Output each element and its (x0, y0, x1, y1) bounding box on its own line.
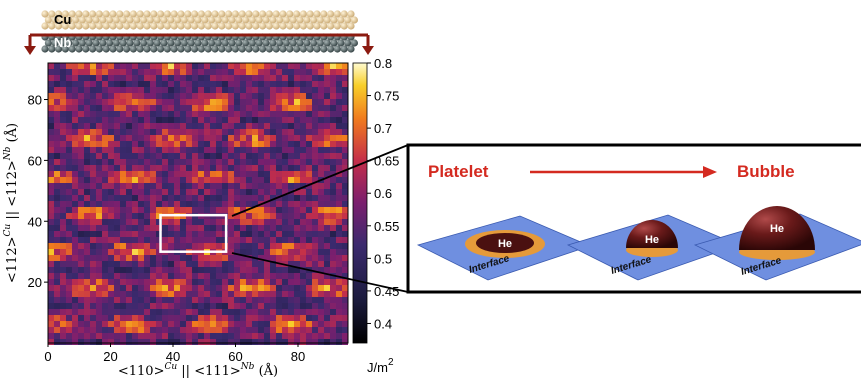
svg-text:He: He (770, 223, 784, 235)
cu-layer (41, 10, 358, 30)
colorbar-unit: J/m2 (367, 357, 394, 375)
colorbar-tick-label: 0.6 (374, 186, 392, 201)
colorbar-tick-label: 0.4 (374, 316, 392, 331)
interface-panel-platelet: He Interface (416, 215, 592, 281)
bubble-label: Bubble (737, 162, 795, 181)
zoom-line-bottom (231, 252, 409, 293)
x-tick-label: 60 (228, 349, 242, 364)
colorbar-tick-label: 0.45 (374, 284, 399, 299)
svg-text:<112>Cu || <112>Nb (Å): <112>Cu || <112>Nb (Å) (3, 123, 20, 283)
zoom-line-top (231, 144, 409, 217)
colorbar-tick-label: 0.7 (374, 121, 392, 136)
colorbar-tick-label: 0.75 (374, 89, 399, 104)
y-axis-label: <112>Cu || <112>Nb (Å) (3, 123, 20, 283)
colorbar-tick-label: 0.8 (374, 56, 392, 71)
cu-label: Cu (54, 12, 71, 27)
heatmap (47, 62, 349, 345)
atomic-layers: Cu Nb (24, 10, 374, 55)
x-axis-ticks: 0 20 40 60 80 (44, 343, 305, 364)
shear-arrow (24, 33, 374, 55)
interface-panel-large-bubble: He Interface (693, 206, 861, 281)
x-tick-label: 40 (166, 349, 180, 364)
y-tick-label: 20 (28, 275, 42, 290)
platelet-label: Platelet (428, 162, 489, 181)
highlight-box (159, 213, 228, 253)
colorbar-tick-label: 0.5 (374, 251, 392, 266)
x-tick-label: 20 (103, 349, 117, 364)
interface-panel-small-bubble: He Interface (566, 214, 740, 281)
svg-text:He: He (498, 238, 512, 250)
y-tick-label: 40 (28, 214, 42, 229)
colorbar: 0.8 0.75 0.7 0.65 0.6 0.55 0.5 0.45 0.4 J/m2 (352, 56, 399, 375)
y-tick-label: 80 (28, 93, 42, 108)
x-tick-label: 0 (44, 349, 51, 364)
x-axis-label: <110>Cu || <111>Nb (Å) (118, 362, 278, 379)
colorbar-tick-label: 0.55 (374, 219, 399, 234)
y-tick-label: 60 (28, 153, 42, 168)
x-tick-label: 80 (291, 349, 305, 364)
svg-text:<110>Cu || <111>Nb (Å): <110>Cu || <111>Nb (Å) (118, 362, 278, 379)
inset-panel: Platelet Bubble He Interface He Interfac… (406, 143, 861, 294)
y-axis-ticks: 20 40 60 80 (28, 93, 48, 290)
nb-label: Nb (54, 35, 71, 50)
svg-text:He: He (645, 234, 659, 246)
colorbar-tick-label: 0.65 (374, 154, 399, 169)
